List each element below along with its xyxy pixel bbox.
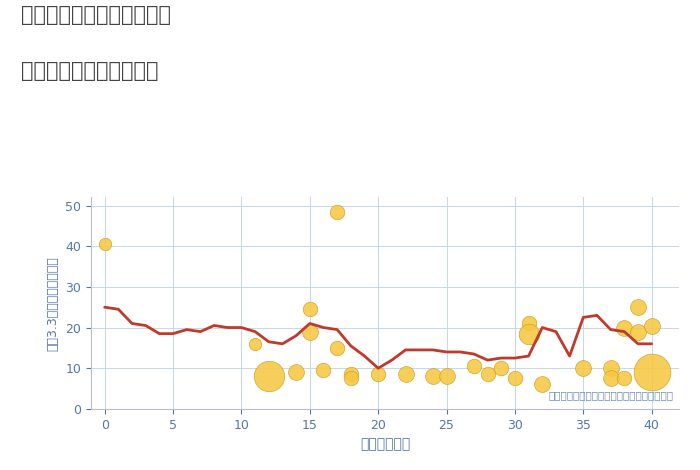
Point [304,306,316,313]
Point [537,381,548,388]
Point [332,344,343,352]
Text: 岐阜県揖斐郡揖斐川町島の: 岐阜県揖斐郡揖斐川町島の [21,5,171,25]
Text: 円の大きさは、取引のあった物件面積を示す: 円の大きさは、取引のあった物件面積を示す [548,391,673,400]
Point [332,208,343,215]
X-axis label: 築年数（年）: 築年数（年） [360,437,410,451]
Point [318,367,329,374]
Point [441,373,452,380]
Point [632,304,643,311]
Point [304,328,316,336]
Point [99,241,111,248]
Text: 築年数別中古戸建て価格: 築年数別中古戸建て価格 [21,61,158,81]
Point [605,364,616,372]
Y-axis label: 坪（3.3㎡）単価（万円）: 坪（3.3㎡）単価（万円） [47,256,60,351]
Point [263,373,274,380]
Point [619,375,630,382]
Point [249,340,260,348]
Point [372,370,384,378]
Point [646,368,657,376]
Point [605,375,616,382]
Point [632,328,643,336]
Point [619,324,630,331]
Point [345,370,356,378]
Point [496,364,507,372]
Point [482,370,493,378]
Point [510,375,521,382]
Point [400,370,411,378]
Point [578,364,589,372]
Point [345,375,356,382]
Point [523,330,534,337]
Point [646,322,657,329]
Point [468,362,480,370]
Point [523,320,534,327]
Point [427,373,438,380]
Point [290,368,302,376]
